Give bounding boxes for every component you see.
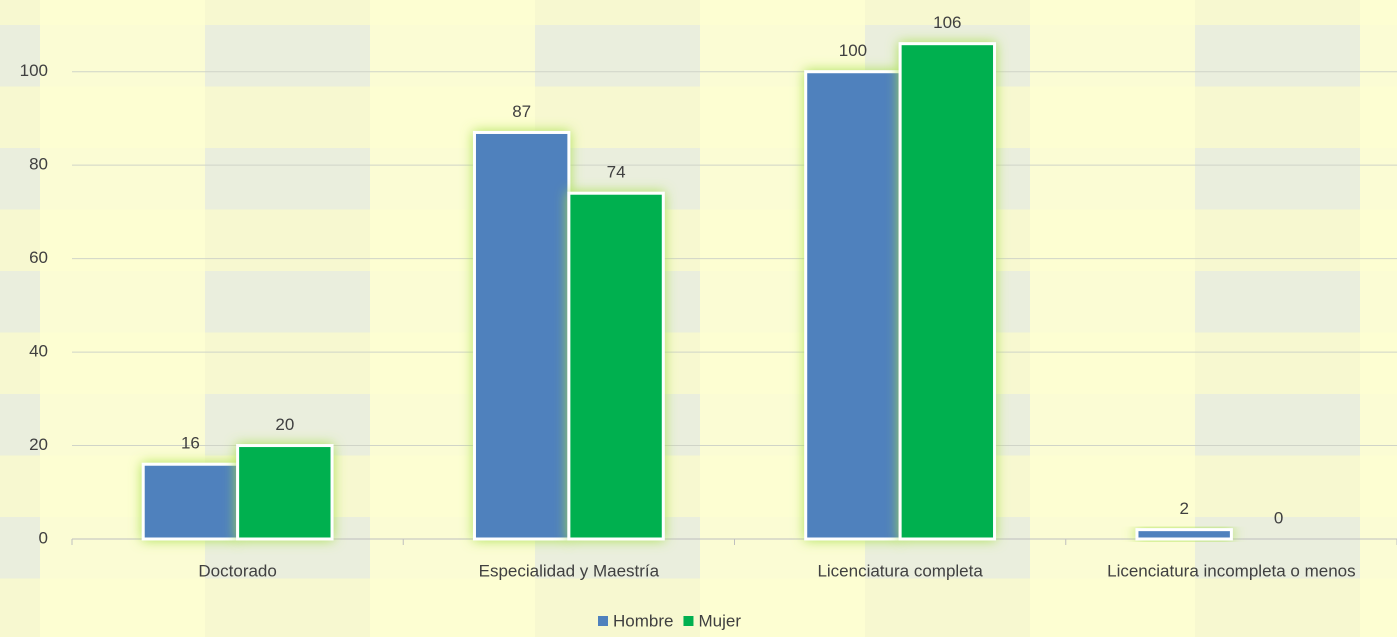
x-tick-label: Licenciatura incompleta o menos (1107, 561, 1356, 580)
data-label: 2 (1179, 499, 1188, 518)
bar (236, 444, 334, 541)
bar (898, 42, 997, 541)
data-label: 87 (512, 102, 531, 121)
legend-swatch (598, 616, 608, 626)
legend-label: Mujer (698, 611, 741, 630)
x-tick-label: Licenciatura completa (817, 561, 983, 580)
legend-label: Hombre (613, 611, 673, 630)
x-tick-label: Doctorado (198, 561, 276, 580)
y-tick-label: 20 (29, 435, 48, 454)
bar (472, 130, 571, 541)
data-label: 74 (607, 163, 626, 182)
y-tick-label: 0 (39, 528, 48, 547)
bar (141, 462, 240, 541)
legend-swatch (683, 616, 694, 626)
bar (1135, 528, 1233, 541)
y-tick-label: 40 (29, 342, 48, 361)
data-label: 100 (839, 41, 867, 60)
data-label: 0 (1274, 508, 1283, 527)
x-tick-label: Especialidad y Maestría (479, 561, 660, 580)
data-label: 20 (275, 415, 294, 434)
bar (567, 191, 665, 541)
bar (804, 70, 902, 541)
y-tick-label: 60 (29, 248, 48, 267)
y-tick-label: 100 (20, 61, 48, 80)
data-label: 106 (933, 13, 961, 32)
y-tick-label: 80 (29, 155, 48, 174)
data-label: 16 (181, 434, 200, 453)
